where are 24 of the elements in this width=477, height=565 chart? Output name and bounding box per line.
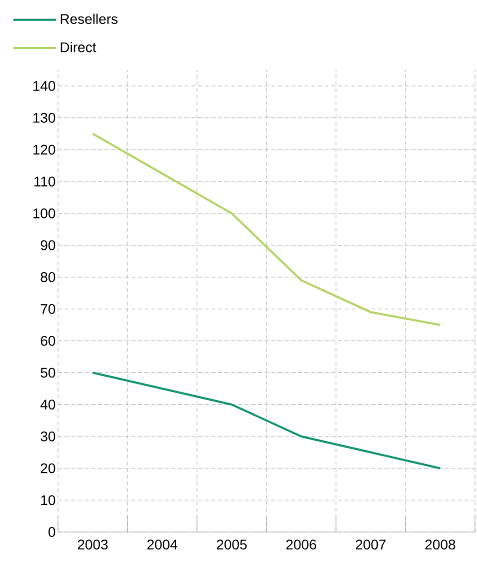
y-tick-label: 120	[33, 144, 56, 155]
x-tick-label: 2003	[78, 540, 108, 550]
x-tick-label: 2006	[286, 540, 316, 550]
y-tick-label: 10	[41, 495, 56, 506]
y-tick-label: 20	[40, 463, 56, 474]
y-tick-label: 40	[40, 400, 56, 410]
y-tick-label: 110	[34, 176, 56, 186]
y-tick-label: 60	[40, 336, 56, 346]
legend-label: Resellers	[60, 14, 118, 24]
y-tick-label: 0	[48, 527, 56, 537]
y-tick-label: 50	[40, 368, 56, 378]
x-tick-label: 2004	[147, 540, 178, 550]
y-tick-label: 30	[40, 431, 56, 442]
x-tick-label: 2007	[356, 540, 386, 550]
y-tick-label: 70	[40, 304, 56, 314]
y-tick-label: 140	[33, 80, 56, 91]
y-tick-label: 90	[40, 240, 56, 250]
x-tick-label: 2008	[425, 540, 456, 550]
y-tick-label: 80	[40, 272, 56, 282]
line-series	[92, 132, 442, 326]
legend-label: Direct	[60, 42, 96, 52]
y-tick-label: 130	[33, 112, 56, 123]
y-tick-label: 100	[33, 208, 56, 218]
x-tick-label: 2005	[216, 540, 247, 550]
